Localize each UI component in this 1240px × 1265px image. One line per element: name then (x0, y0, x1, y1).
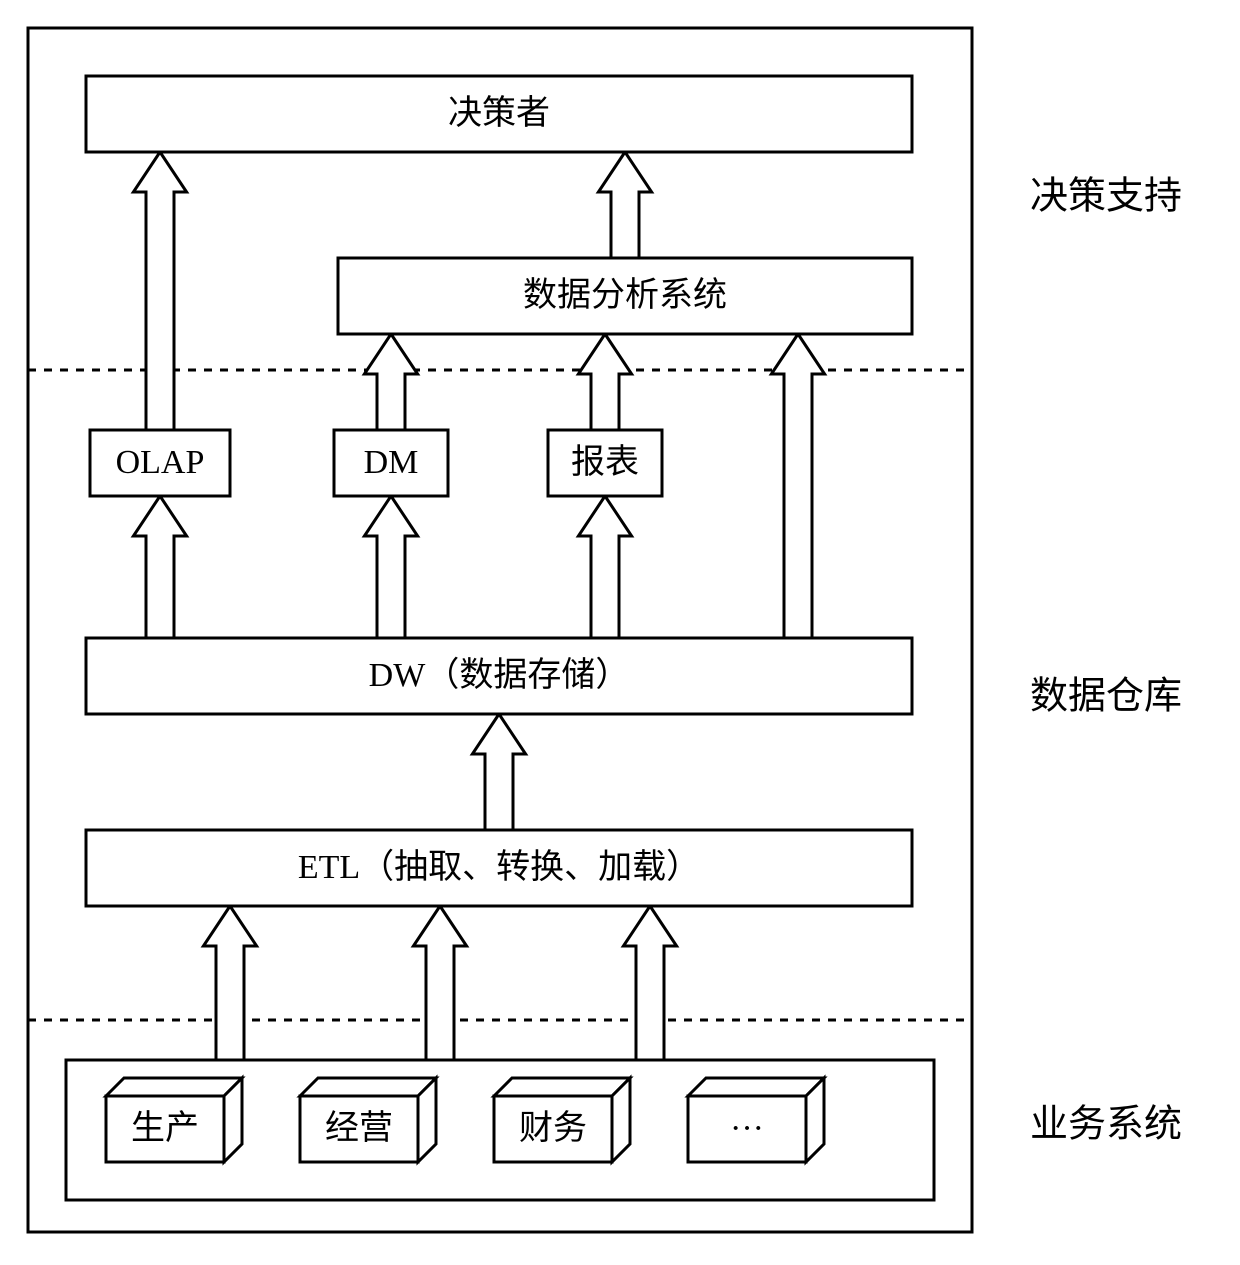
biz-more-label: ··· (730, 1110, 764, 1147)
arr-etl-dw (472, 714, 525, 830)
biz-ops-label: 经营 (325, 1109, 393, 1147)
biz-prod-label: 生产 (131, 1109, 199, 1147)
dm-box-label: DM (364, 444, 419, 481)
arr-dm-analysis (364, 334, 417, 430)
arr-dw-dm (364, 496, 417, 638)
biz-finance-label: 财务 (519, 1109, 587, 1147)
arr-dw-olap (133, 496, 186, 638)
arr-biz2-etl (413, 906, 466, 1060)
report-box-label: 报表 (571, 443, 639, 481)
decision-maker-label: 决策者 (448, 94, 550, 132)
arr-olap-decision (133, 152, 186, 430)
olap-box-label: OLAP (116, 444, 205, 481)
arr-report-analysis (578, 334, 631, 430)
analysis-system-label: 数据分析系统 (523, 276, 727, 314)
dw-box-label: DW（数据存储） (369, 656, 630, 694)
arr-analysis-decision (598, 152, 651, 258)
arr-biz1-etl (203, 906, 256, 1060)
arr-dw-analysis (771, 334, 824, 638)
sec-dw: 数据仓库 (1030, 676, 1182, 718)
sec-biz: 业务系统 (1030, 1104, 1182, 1146)
sec-decision: 决策支持 (1030, 176, 1182, 218)
etl-box-label: ETL（抽取、转换、加载） (298, 848, 700, 886)
arr-biz3-etl (623, 906, 676, 1060)
arr-dw-report (578, 496, 631, 638)
